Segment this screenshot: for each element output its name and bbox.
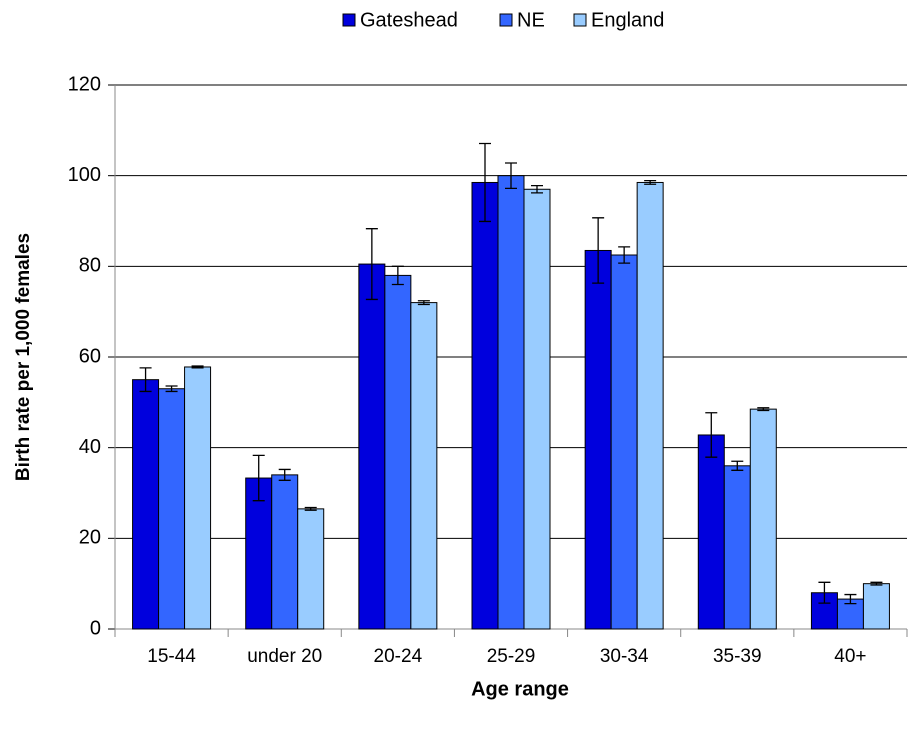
y-axis-label: Birth rate per 1,000 females	[13, 233, 34, 481]
legend-swatch	[342, 13, 356, 27]
error-bar	[844, 593, 857, 605]
error-bar	[365, 228, 378, 301]
bar	[471, 181, 499, 630]
error-bar	[731, 460, 744, 471]
bar	[297, 508, 325, 630]
error-bar	[417, 300, 430, 306]
x-tick-label: 15-44	[147, 646, 196, 667]
y-tick-label: 120	[68, 73, 101, 95]
error-bar	[644, 180, 657, 185]
error-bar	[252, 454, 265, 502]
bar	[584, 249, 612, 630]
bar	[749, 408, 777, 630]
x-axis-label: Age range	[471, 678, 569, 700]
y-tick-label: 100	[68, 164, 101, 186]
y-tick-label: 60	[79, 345, 101, 367]
bar	[497, 175, 525, 630]
error-bar	[531, 184, 543, 194]
error-bar	[165, 385, 178, 393]
x-tick-label: 25-29	[487, 646, 536, 667]
error-bar	[479, 142, 491, 223]
error-bar	[870, 581, 883, 586]
y-tick-label: 0	[90, 617, 101, 639]
bar	[132, 379, 160, 630]
error-bar	[618, 246, 631, 264]
legend-label: England	[591, 9, 664, 31]
x-tick-label: 35-39	[713, 646, 762, 667]
error-bar	[391, 265, 404, 286]
error-bar	[592, 217, 605, 284]
error-bar	[191, 365, 204, 369]
bar	[384, 274, 412, 630]
legend-swatch	[573, 13, 587, 27]
bar	[723, 465, 751, 630]
error-bar	[818, 581, 831, 604]
legend-label: Gateshead	[360, 9, 458, 31]
bar	[358, 263, 386, 630]
bar	[410, 302, 438, 630]
x-tick-label: 40+	[834, 646, 866, 667]
error-bar	[757, 407, 770, 412]
error-bar	[505, 162, 517, 190]
y-tick-label: 80	[79, 255, 101, 277]
bar	[184, 366, 212, 630]
y-tick-label: 40	[79, 436, 101, 458]
x-tick-label: 30-34	[600, 646, 649, 667]
legend-label: NE	[517, 9, 545, 31]
error-bar	[705, 412, 718, 458]
bar	[158, 388, 186, 630]
x-tick-label: under 20	[247, 646, 322, 667]
bar	[636, 181, 664, 630]
bar	[697, 434, 725, 630]
bar	[523, 188, 551, 630]
bar	[271, 474, 299, 630]
bar	[610, 254, 638, 630]
error-bar	[304, 506, 317, 511]
legend-swatch	[499, 13, 513, 27]
error-bar	[278, 468, 291, 481]
bar	[862, 583, 890, 630]
y-tick-label: 20	[79, 527, 101, 549]
x-tick-label: 20-24	[374, 646, 423, 667]
error-bar	[139, 367, 152, 393]
